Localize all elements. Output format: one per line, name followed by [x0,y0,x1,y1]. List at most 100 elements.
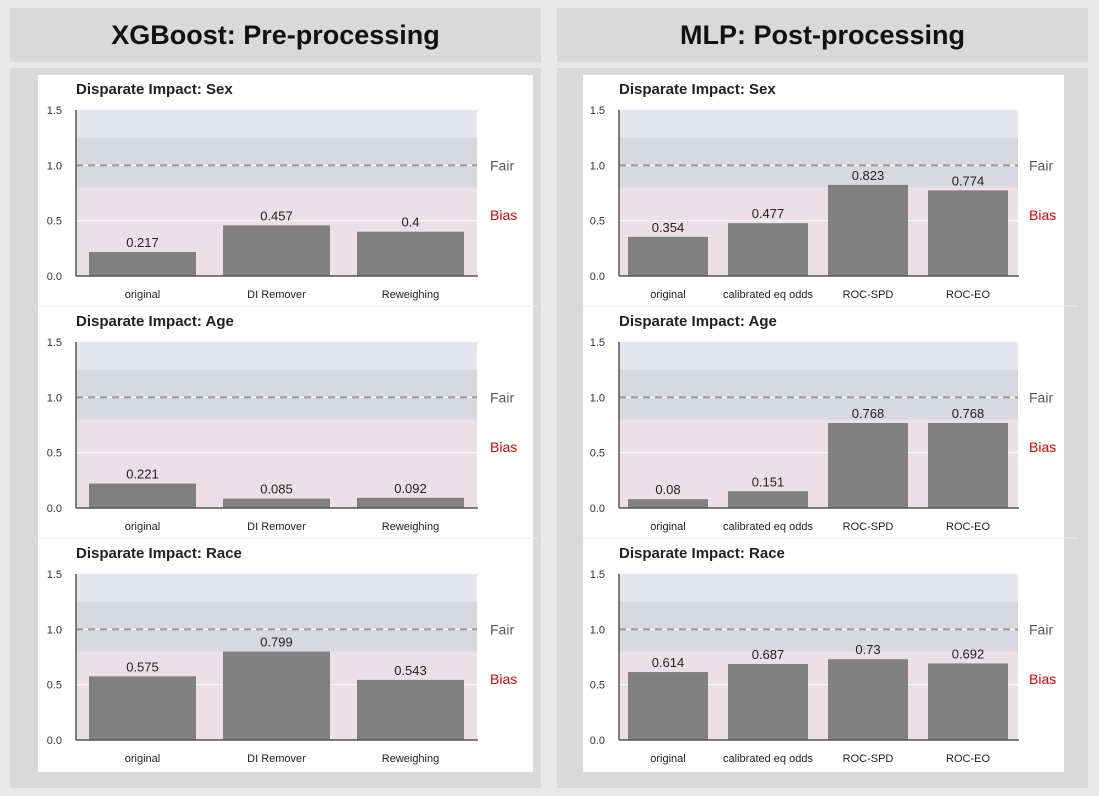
bar-value-label: 0.692 [952,646,985,661]
charts-svg-xgboost: Disparate Impact: Sex 0.0 0.5 1.0 1.5 0.217 or… [38,81,537,765]
x-tick-label: ROC-SPD [843,521,894,533]
bar [828,659,908,740]
bar [728,663,808,740]
bar-value-label: 0.543 [394,663,427,678]
bar [89,251,196,276]
x-tick-label: original [125,289,160,301]
y-tick-label: 1.0 [47,392,62,404]
bar [223,225,330,276]
bar [628,499,708,508]
bar [728,491,808,508]
bar-value-label: 0.085 [260,482,293,497]
chart-mlp-2: Disparate Impact: Age 0.0 0.5 1.0 1.5 0.08 ori… [583,313,1078,539]
x-tick-label: ROC-EO [946,521,990,533]
bar [357,679,464,740]
fair-band [619,369,1018,420]
column-header-xgboost: XGBoost: Pre-processing [10,8,541,62]
bar-value-label: 0.768 [852,406,885,421]
bar-value-label: 0.457 [260,208,293,223]
y-tick-label: 0.5 [47,216,62,228]
y-tick-label: 0.0 [590,735,605,747]
bar [928,423,1008,508]
x-tick-label: DI Remover [247,521,306,533]
bias-label: Bias [490,439,517,455]
bar [223,498,330,508]
upper-band [619,574,1018,602]
x-tick-label: original [125,521,160,533]
upper-band [619,342,1018,370]
bias-label: Bias [490,207,517,223]
bar [628,672,708,740]
bar-value-label: 0.768 [952,406,985,421]
column-header-mlp: MLP: Post-processing [557,8,1088,62]
fair-band [619,137,1018,188]
column-panel-xgboost: Disparate Impact: Sex 0.0 0.5 1.0 1.5 0.217 or… [10,68,541,788]
y-tick-label: 1.0 [590,160,605,172]
fair-band [76,369,477,420]
bias-label: Bias [490,671,517,687]
y-tick-label: 1.5 [47,569,62,581]
column-title-xgboost: XGBoost: Pre-processing [111,19,440,50]
fair-label: Fair [1029,157,1053,173]
bar-value-label: 0.217 [126,235,159,250]
y-tick-label: 1.5 [590,337,605,349]
bar [928,190,1008,276]
x-tick-label: calibrated eq odds [723,289,813,301]
bar-value-label: 0.799 [260,635,293,650]
y-tick-label: 1.5 [590,569,605,581]
y-tick-label: 0.5 [590,680,605,692]
column-title-mlp: MLP: Post-processing [679,19,966,50]
bar-value-label: 0.4 [401,215,419,230]
bar [89,483,196,508]
y-tick-label: 0.0 [47,503,62,515]
y-tick-label: 1.5 [47,105,62,117]
bar-value-label: 0.73 [855,642,880,657]
bar [828,184,908,276]
bias-label: Bias [1029,207,1056,223]
bar [357,231,464,276]
y-tick-label: 1.5 [590,105,605,117]
chart-title: Disparate Impact: Age [619,313,777,330]
y-tick-label: 1.0 [47,160,62,172]
y-tick-label: 1.5 [47,337,62,349]
x-tick-label: original [125,753,160,765]
bar [928,663,1008,740]
y-tick-label: 1.0 [590,624,605,636]
bar-value-label: 0.08 [655,482,680,497]
y-tick-label: 1.0 [590,392,605,404]
bar [828,423,908,508]
fair-label: Fair [1029,621,1053,637]
bar-value-label: 0.151 [752,474,785,489]
bar-value-label: 0.354 [652,220,685,235]
plot-area-xgboost: Disparate Impact: Sex 0.0 0.5 1.0 1.5 0.217 or… [38,75,537,772]
x-tick-label: Reweighing [382,521,439,533]
x-tick-label: ROC-SPD [843,289,894,301]
fair-band [76,601,477,652]
y-tick-label: 0.0 [590,503,605,515]
upper-band [76,110,477,138]
y-tick-label: 0.0 [47,735,62,747]
x-tick-label: original [650,753,685,765]
y-tick-label: 0.0 [47,271,62,283]
plot-area-mlp: Disparate Impact: Sex 0.0 0.5 1.0 1.5 0.354 or… [583,75,1078,772]
x-tick-label: calibrated eq odds [723,753,813,765]
bias-label: Bias [1029,671,1056,687]
x-tick-label: calibrated eq odds [723,521,813,533]
x-tick-label: DI Remover [247,289,306,301]
x-tick-label: ROC-SPD [843,753,894,765]
upper-band [76,574,477,602]
x-tick-label: Reweighing [382,753,439,765]
bar-value-label: 0.575 [126,659,159,674]
bar [89,676,196,740]
bar [628,236,708,276]
y-tick-label: 0.5 [590,216,605,228]
bar-value-label: 0.221 [126,467,159,482]
bar [728,223,808,276]
chart-title: Disparate Impact: Sex [76,81,233,98]
chart-title: Disparate Impact: Race [619,545,785,562]
fair-label: Fair [490,621,514,637]
bar-value-label: 0.823 [852,168,885,183]
bar-value-label: 0.687 [752,647,785,662]
bar [223,651,330,740]
x-tick-label: original [650,521,685,533]
